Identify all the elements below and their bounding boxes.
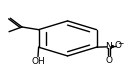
Text: OH: OH xyxy=(31,57,45,66)
Text: O: O xyxy=(115,41,122,50)
Text: −: − xyxy=(117,39,124,48)
Text: N: N xyxy=(105,42,112,51)
Text: O: O xyxy=(105,56,112,65)
